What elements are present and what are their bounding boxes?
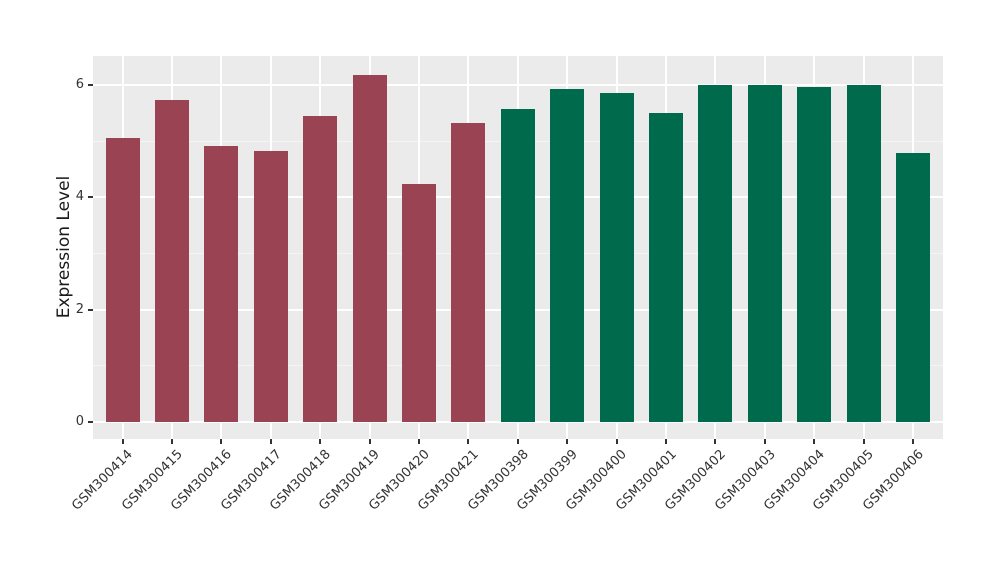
y-tick-label: 2 [75, 301, 84, 317]
x-tick-mark [418, 439, 420, 444]
bar-GSM300417 [253, 151, 288, 422]
bar-GSM300418 [303, 115, 338, 422]
x-tick-mark [566, 439, 569, 444]
bar-GSM300414 [105, 137, 140, 422]
y-tick-label: 6 [75, 76, 84, 92]
x-tick-mark [368, 439, 371, 444]
x-tick-mark [862, 439, 865, 444]
x-tick-mark [516, 439, 519, 444]
x-tick-mark [171, 439, 173, 444]
x-tick-mark [665, 439, 667, 444]
y-tick-label: 0 [75, 414, 84, 429]
x-tick-mark [813, 439, 816, 444]
bar-GSM300401 [649, 113, 683, 422]
bar-GSM300398 [500, 109, 535, 422]
x-tick-mark [615, 439, 618, 444]
y-tick-mark [88, 308, 93, 311]
x-tick-mark [220, 439, 223, 444]
x-tick-mark [121, 439, 124, 444]
bar-GSM300405 [846, 84, 881, 422]
x-tick-mark [269, 439, 272, 444]
bar-GSM300420 [402, 183, 436, 422]
x-tick-mark [467, 439, 470, 444]
bar-GSM300404 [797, 86, 832, 422]
y-tick-label: 4 [75, 189, 84, 205]
bar-GSM300415 [155, 100, 189, 422]
y-tick-mark [88, 83, 93, 86]
y-tick-mark [88, 421, 93, 423]
chart-panel [93, 56, 943, 439]
y-tick-mark [88, 196, 93, 199]
x-tick-mark [912, 439, 914, 444]
bar-GSM300416 [204, 146, 239, 422]
x-tick-mark [763, 439, 766, 444]
bar-GSM300402 [698, 84, 733, 422]
bar-GSM300403 [747, 84, 782, 422]
x-tick-mark [319, 439, 322, 444]
bar-GSM300400 [599, 92, 634, 422]
x-tick-mark [714, 439, 717, 444]
bar-GSM300399 [550, 88, 585, 422]
bar-GSM300421 [451, 123, 486, 422]
bar-GSM300419 [352, 74, 387, 422]
bar-GSM300406 [896, 152, 930, 422]
